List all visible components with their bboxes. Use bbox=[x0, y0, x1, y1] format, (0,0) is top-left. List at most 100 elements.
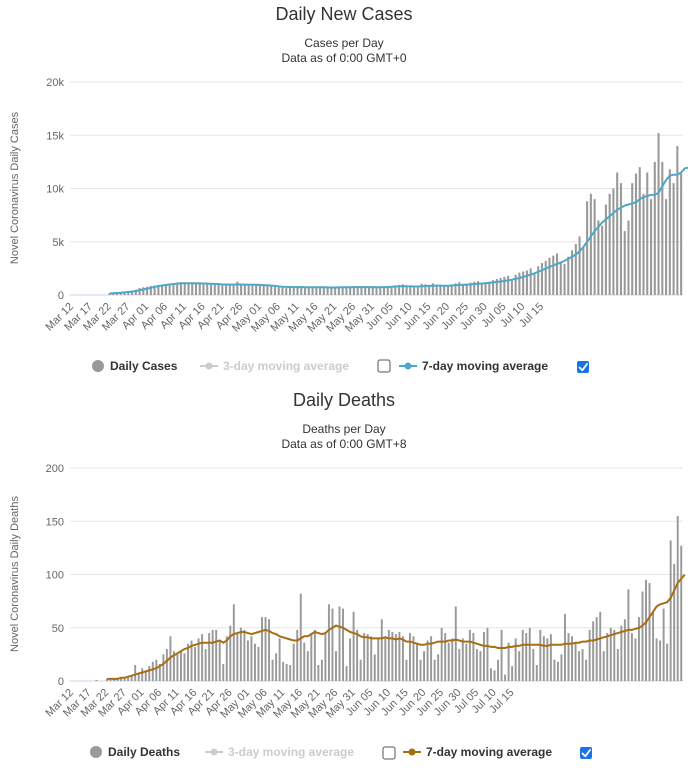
bar bbox=[304, 288, 307, 295]
bar bbox=[345, 287, 348, 295]
bar bbox=[268, 619, 271, 681]
bar bbox=[599, 611, 602, 681]
bar bbox=[430, 636, 433, 681]
checkbox-7-day-average-cases[interactable] bbox=[577, 361, 589, 373]
bar bbox=[137, 672, 140, 681]
bar bbox=[458, 649, 461, 681]
bar bbox=[540, 263, 544, 295]
bar bbox=[578, 236, 581, 295]
legend-item-daily-cases[interactable]: Daily Cases bbox=[92, 359, 178, 373]
bar bbox=[648, 583, 651, 681]
bar bbox=[390, 285, 393, 295]
bar bbox=[375, 287, 378, 295]
bar bbox=[153, 285, 156, 295]
bar bbox=[271, 659, 274, 681]
bar bbox=[454, 606, 457, 681]
bar bbox=[277, 287, 280, 295]
bar bbox=[525, 633, 528, 681]
bar bbox=[559, 261, 562, 295]
bar bbox=[127, 676, 130, 681]
chart-1-legend: Daily Cases 3-day moving average 7-day m… bbox=[92, 359, 589, 373]
legend-item-7-day-average-deaths[interactable]: 7-day moving average bbox=[403, 745, 552, 759]
bar bbox=[352, 285, 355, 295]
bar bbox=[123, 677, 126, 681]
legend-item-daily-deaths[interactable]: Daily Deaths bbox=[90, 745, 180, 759]
bar bbox=[292, 643, 295, 681]
bar bbox=[666, 643, 669, 681]
bar bbox=[525, 270, 528, 295]
bar bbox=[416, 286, 419, 295]
bar bbox=[204, 649, 207, 681]
chart-2-data-note: Data as of 0:00 GMT+8 bbox=[281, 437, 406, 451]
bar bbox=[317, 665, 320, 681]
legend-item-3-day-average[interactable]: 3-day moving average bbox=[200, 359, 349, 373]
bar bbox=[172, 651, 175, 681]
bar bbox=[322, 287, 325, 295]
bar bbox=[630, 633, 633, 681]
bar bbox=[282, 661, 285, 681]
bar bbox=[552, 255, 555, 295]
bar bbox=[475, 649, 478, 681]
bar bbox=[289, 665, 292, 681]
bar bbox=[331, 608, 334, 681]
bar bbox=[484, 282, 487, 295]
bar bbox=[477, 281, 480, 295]
legend-label-3-day-average: 3-day moving average bbox=[223, 359, 349, 373]
legend-label-3-day-average: 3-day moving average bbox=[228, 745, 354, 759]
bar bbox=[197, 638, 200, 681]
bar bbox=[144, 670, 147, 681]
bar bbox=[495, 279, 498, 295]
bar bbox=[604, 204, 607, 295]
bar bbox=[642, 193, 645, 295]
bar bbox=[370, 636, 373, 681]
bar bbox=[560, 654, 563, 681]
bar bbox=[612, 188, 615, 295]
checkbox-7-day-average-deaths[interactable] bbox=[580, 747, 592, 759]
bar bbox=[479, 651, 482, 681]
bar bbox=[521, 629, 524, 681]
legend-item-3-day-average-deaths[interactable]: 3-day moving average bbox=[205, 745, 354, 759]
bar bbox=[261, 617, 263, 681]
checkbox-3-day-average-cases[interactable] bbox=[377, 359, 391, 373]
y-tick-label: 20k bbox=[46, 77, 64, 89]
bar bbox=[240, 285, 243, 295]
bar bbox=[574, 642, 577, 681]
bar bbox=[363, 633, 366, 681]
chart-2-legend: Daily Deaths 3-day moving average 7-day … bbox=[90, 745, 592, 760]
bar bbox=[232, 604, 235, 681]
chart-2-title: Daily Deaths bbox=[293, 390, 395, 410]
bar bbox=[251, 285, 254, 295]
bar bbox=[510, 279, 513, 295]
bar bbox=[537, 266, 540, 295]
bar bbox=[608, 193, 611, 295]
bar bbox=[627, 220, 630, 295]
legend-label-7-day-average: 7-day moving average bbox=[426, 745, 552, 759]
bar bbox=[680, 173, 683, 295]
checkbox-3-day-average-deaths[interactable] bbox=[382, 746, 396, 760]
bar bbox=[109, 679, 112, 681]
bar bbox=[364, 287, 367, 295]
bar bbox=[428, 285, 431, 295]
bar bbox=[194, 282, 198, 295]
bar bbox=[371, 286, 374, 295]
y-tick-label: 200 bbox=[46, 463, 64, 475]
y-tick-label: 50 bbox=[52, 623, 64, 635]
bar bbox=[190, 640, 193, 681]
bar bbox=[439, 285, 442, 295]
bar bbox=[539, 629, 542, 681]
bar bbox=[326, 287, 329, 295]
legend-item-7-day-average[interactable]: 7-day moving average bbox=[399, 359, 548, 373]
bar bbox=[597, 220, 600, 295]
bar bbox=[672, 183, 675, 295]
bar bbox=[473, 281, 476, 295]
bar bbox=[661, 161, 664, 295]
bar bbox=[458, 282, 461, 295]
bar bbox=[106, 678, 108, 681]
bar bbox=[380, 619, 383, 681]
bar bbox=[490, 668, 492, 681]
bar bbox=[424, 284, 427, 295]
bar bbox=[394, 285, 397, 295]
bar bbox=[662, 608, 665, 681]
bar bbox=[518, 651, 521, 681]
